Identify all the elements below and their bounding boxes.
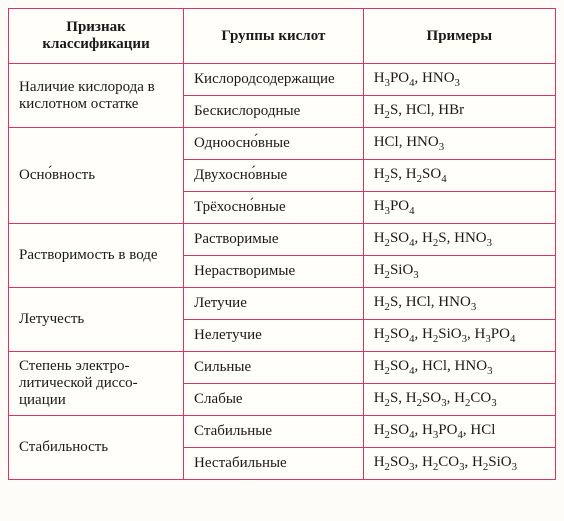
group-cell: Нестабильные bbox=[184, 448, 364, 480]
group-cell: Бескислородные bbox=[184, 96, 364, 128]
group-cell: Нелетучие bbox=[184, 320, 364, 352]
feature-cell: Наличие кисло­рода в кислотном остатке bbox=[9, 64, 184, 128]
examples-cell: H2S, HCl, HNO3 bbox=[363, 288, 555, 320]
group-cell: Сильные bbox=[184, 352, 364, 384]
feature-cell: Растворимость в воде bbox=[9, 224, 184, 288]
group-cell: Летучие bbox=[184, 288, 364, 320]
header-groups: Группы кислот bbox=[184, 9, 364, 64]
examples-cell: H2S, H2SO4 bbox=[363, 160, 555, 192]
examples-cell: H2S, HCl, HBr bbox=[363, 96, 555, 128]
examples-cell: H2S, H2SO3, H2CO3 bbox=[363, 384, 555, 416]
header-row: Признак классификации Группы кислот Прим… bbox=[9, 9, 556, 64]
table-row: Наличие кисло­рода в кислотном остаткеКи… bbox=[9, 64, 556, 96]
feature-cell: Летучесть bbox=[9, 288, 184, 352]
group-cell: Кислород­содержащие bbox=[184, 64, 364, 96]
examples-cell: H3PO4 bbox=[363, 192, 555, 224]
header-feature: Признак классификации bbox=[9, 9, 184, 64]
examples-cell: HCl, HNO3 bbox=[363, 128, 555, 160]
examples-cell: H2SO4, H3PO4, HCl bbox=[363, 416, 555, 448]
examples-cell: H2SiO3 bbox=[363, 256, 555, 288]
feature-cell: Стабильность bbox=[9, 416, 184, 480]
examples-cell: H2SO3, H2CO3, H2SiO3 bbox=[363, 448, 555, 480]
table-row: СтабильностьСтабильныеH2SO4, H3PO4, HCl bbox=[9, 416, 556, 448]
acid-classification-table: Признак классификации Группы кислот Прим… bbox=[8, 8, 556, 480]
examples-cell: H3PO4, HNO3 bbox=[363, 64, 555, 96]
group-cell: Двухосно́вные bbox=[184, 160, 364, 192]
group-cell: Нерастворимые bbox=[184, 256, 364, 288]
group-cell: Стабильные bbox=[184, 416, 364, 448]
group-cell: Слабые bbox=[184, 384, 364, 416]
header-examples: Примеры bbox=[363, 9, 555, 64]
examples-cell: H2SO4, H2S, HNO3 bbox=[363, 224, 555, 256]
group-cell: Одноосно́вные bbox=[184, 128, 364, 160]
group-cell: Трёхосно́вные bbox=[184, 192, 364, 224]
table-row: Растворимость в водеРастворимыеH2SO4, H2… bbox=[9, 224, 556, 256]
group-cell: Растворимые bbox=[184, 224, 364, 256]
table-row: Осно́вностьОдноосно́вныеHCl, HNO3 bbox=[9, 128, 556, 160]
feature-cell: Осно́вность bbox=[9, 128, 184, 224]
table-row: Степень электро­литической диссо­циацииС… bbox=[9, 352, 556, 384]
feature-cell: Степень электро­литической диссо­циации bbox=[9, 352, 184, 416]
examples-cell: H2SO4, H2SiO3, H3PO4 bbox=[363, 320, 555, 352]
examples-cell: H2SO4, HCl, HNO3 bbox=[363, 352, 555, 384]
table-row: ЛетучестьЛетучиеH2S, HCl, HNO3 bbox=[9, 288, 556, 320]
